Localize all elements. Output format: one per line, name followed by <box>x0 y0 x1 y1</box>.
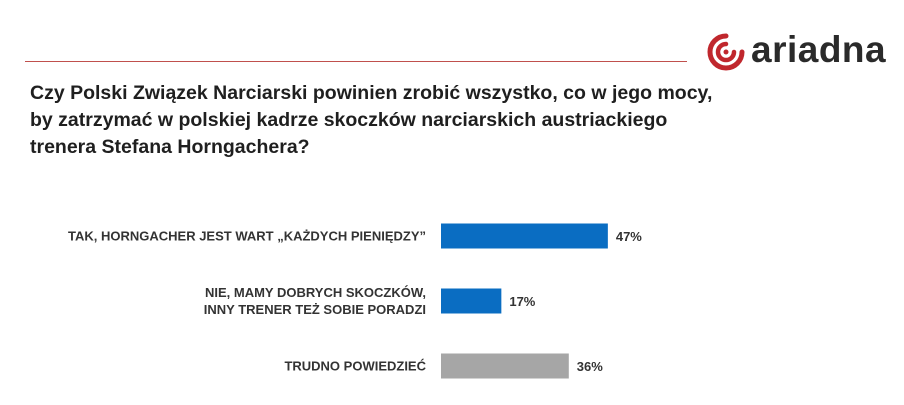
survey-question: Czy Polski Związek Narciarski powinien z… <box>30 82 713 158</box>
category-label-line: TRUDNO POWIEDZIEĆ <box>284 359 426 374</box>
category-label-line: INNY TRENER TEŻ SOBIE PORADZI <box>204 302 426 317</box>
bar-1 <box>441 223 608 249</box>
value-label-3: 36% <box>577 359 603 374</box>
category-label-line: TAK, HORNGACHER JEST WART „KAŻDYCH PIENI… <box>68 229 426 244</box>
bar-2 <box>441 288 502 314</box>
category-label-1: TAK, HORNGACHER JEST WART „KAŻDYCH PIENI… <box>68 229 426 244</box>
category-label-3: TRUDNO POWIEDZIEĆ <box>284 359 426 374</box>
top-divider-line <box>25 61 687 62</box>
ariadna-logo-text: ariadna <box>751 29 887 70</box>
value-label-1: 47% <box>616 229 642 244</box>
value-label-2: 17% <box>509 294 535 309</box>
bar-3 <box>441 353 569 379</box>
ariadna-logo: ariadna <box>706 29 896 74</box>
category-label-line: NIE, MAMY DOBRYCH SKOCZKÓW, <box>205 285 426 300</box>
ariadna-logo-mark-icon <box>707 33 745 71</box>
category-label-2: NIE, MAMY DOBRYCH SKOCZKÓW, INNY TRENER T… <box>204 285 426 317</box>
